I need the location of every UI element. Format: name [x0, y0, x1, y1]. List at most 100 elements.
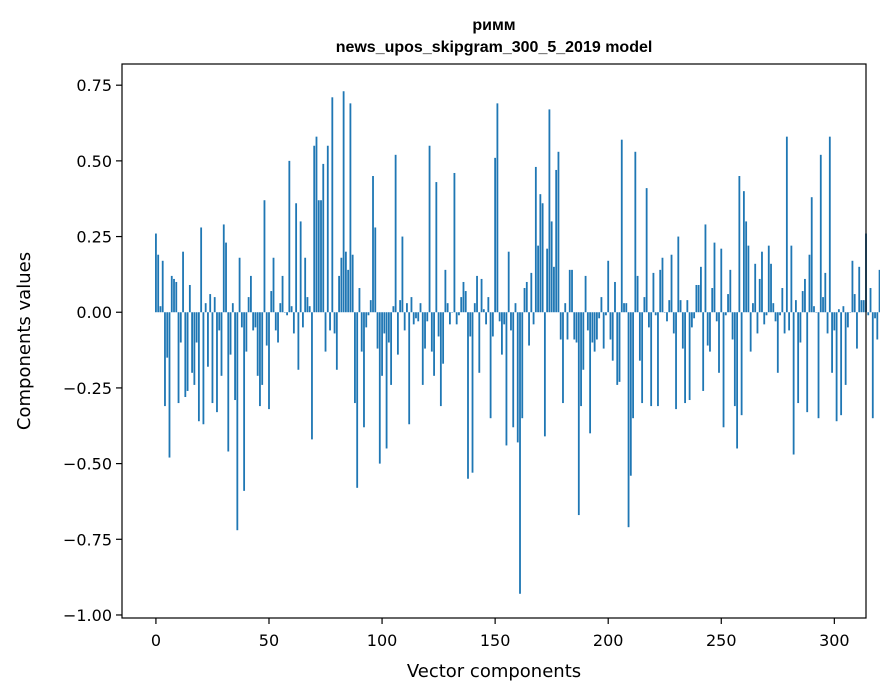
bar — [733, 312, 736, 407]
bar — [878, 269, 880, 313]
x-tick-label: 200 — [593, 631, 624, 650]
bar — [706, 312, 709, 346]
x-tick-label: 50 — [259, 631, 279, 650]
bar — [372, 176, 374, 313]
bar — [471, 312, 474, 473]
bar — [351, 254, 354, 313]
bar — [623, 303, 625, 313]
bar — [333, 312, 336, 334]
bar — [478, 312, 481, 373]
bar — [580, 312, 582, 407]
bar — [317, 200, 320, 313]
bar — [661, 257, 664, 313]
bar — [654, 312, 657, 316]
y-axis-ticks: 0.75 0.50 0.25 0.00 −0.25 −0.50 −0.75 −1.00 — [63, 76, 122, 625]
bar — [349, 103, 352, 313]
bar — [652, 272, 655, 313]
y-tick-label: −0.50 — [63, 455, 112, 474]
bar — [767, 245, 770, 313]
bar — [842, 306, 845, 313]
bar — [629, 312, 632, 476]
bar — [360, 312, 363, 352]
bar — [677, 236, 680, 313]
bar — [204, 303, 207, 313]
bar — [308, 306, 311, 313]
bar — [403, 312, 406, 331]
bar — [430, 312, 433, 352]
bar — [593, 312, 596, 352]
bar — [202, 312, 205, 425]
bar — [311, 312, 313, 440]
bar — [571, 269, 573, 313]
bar — [489, 312, 492, 419]
bar-series — [155, 91, 880, 594]
bar — [602, 312, 605, 349]
bar — [727, 294, 729, 313]
bar — [514, 303, 517, 313]
bar — [501, 312, 503, 355]
bar — [188, 284, 191, 313]
bar — [322, 163, 325, 313]
plot-frame — [121, 63, 867, 619]
bar — [428, 145, 431, 313]
bar — [532, 312, 535, 325]
bar — [340, 257, 343, 313]
bar — [616, 312, 619, 385]
bar — [774, 312, 777, 322]
bar — [170, 275, 173, 313]
bar — [184, 312, 187, 398]
bar — [512, 312, 515, 428]
bar — [374, 227, 377, 313]
bar — [173, 278, 175, 313]
y-tick-label: 0.75 — [76, 76, 112, 95]
bar — [229, 312, 232, 355]
bar — [709, 312, 711, 352]
bar — [295, 203, 298, 313]
bar — [781, 288, 784, 313]
bar — [363, 312, 365, 428]
bar — [638, 312, 641, 361]
bar — [498, 312, 501, 322]
bar — [799, 312, 802, 343]
bar — [281, 275, 284, 313]
bar — [487, 297, 490, 313]
bar — [548, 109, 551, 313]
bar — [666, 312, 668, 322]
bar — [648, 312, 650, 328]
bar — [458, 312, 460, 316]
bar — [510, 312, 512, 331]
bar — [503, 312, 506, 325]
bar — [288, 160, 291, 313]
bar — [342, 91, 345, 313]
bar — [541, 203, 544, 313]
bar — [618, 312, 621, 382]
bar — [396, 312, 399, 355]
bar — [437, 312, 440, 337]
bar — [559, 312, 562, 340]
bar — [543, 312, 546, 437]
bar — [435, 182, 438, 313]
bar — [801, 291, 804, 313]
bar — [711, 288, 714, 313]
bar — [335, 312, 338, 370]
bar — [392, 306, 395, 313]
bar — [634, 151, 637, 313]
bar — [804, 278, 806, 313]
bar — [234, 312, 236, 401]
bar — [365, 312, 368, 328]
x-tick-label: 300 — [819, 631, 850, 650]
bar — [679, 300, 682, 313]
bar — [394, 154, 397, 313]
bar — [539, 194, 542, 313]
bar — [790, 245, 793, 313]
bar — [715, 312, 718, 322]
bar — [367, 312, 370, 316]
bar — [263, 200, 266, 313]
bar — [238, 257, 241, 313]
bar — [401, 236, 404, 313]
bar — [577, 312, 580, 516]
bar — [408, 312, 411, 425]
bar — [358, 288, 361, 313]
bar — [329, 312, 331, 331]
